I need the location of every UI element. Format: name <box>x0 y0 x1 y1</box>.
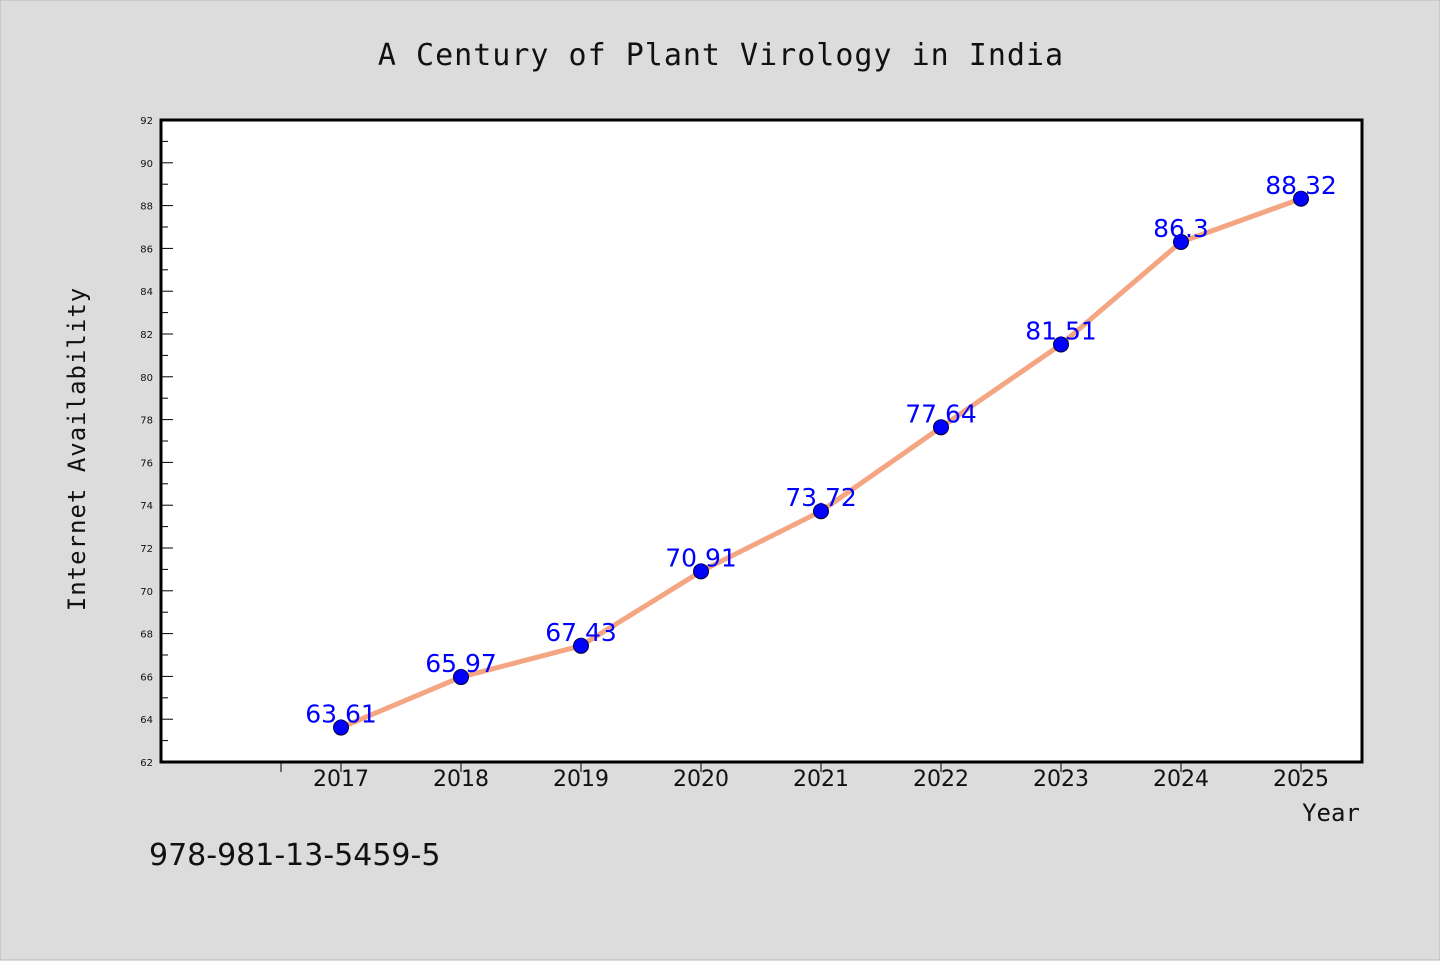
data-point-marker <box>933 419 949 436</box>
y-tick-label: 82 <box>140 330 153 341</box>
y-tick-label: 80 <box>140 373 153 384</box>
data-label: 73.72 <box>785 483 857 512</box>
x-axis-label: Year <box>1302 799 1360 827</box>
x-tick-label: 2022 <box>913 767 969 792</box>
x-tick-label: 2025 <box>1273 767 1329 792</box>
data-label: 81.51 <box>1025 316 1097 345</box>
isbn-text: 978-981-13-5459-5 <box>149 838 440 873</box>
x-tick-label: 2021 <box>793 767 849 792</box>
y-tick-label: 62 <box>140 758 153 769</box>
data-label: 86.3 <box>1153 214 1209 243</box>
x-axis: 2017 2018 2019 2020 2021 2022 2023 2024 2025 <box>280 762 1329 792</box>
data-point-marker <box>333 719 349 736</box>
y-tick-label: 86 <box>140 244 153 255</box>
y-tick-label: 66 <box>140 672 153 683</box>
data-point-marker <box>453 669 469 686</box>
x-tick-label: 2017 <box>313 767 369 792</box>
y-tick-label: 72 <box>140 544 153 555</box>
x-tick-label: 2024 <box>1153 767 1209 792</box>
data-point-marker <box>693 563 709 580</box>
data-point-marker <box>813 503 829 520</box>
y-axis-label: Internet Availability <box>63 287 91 611</box>
data-point-marker <box>1053 336 1069 353</box>
data-point-marker <box>1293 190 1309 207</box>
chart-title: A Century of Plant Virology in India <box>378 38 1064 73</box>
data-point-marker <box>573 637 589 654</box>
data-label: 70.91 <box>665 543 737 572</box>
y-tick-label: 70 <box>140 587 153 598</box>
data-point-marker <box>1173 233 1189 250</box>
data-label: 63.61 <box>305 700 377 729</box>
y-tick-label: 88 <box>140 202 153 213</box>
y-tick-label: 84 <box>140 287 153 298</box>
series-group: 63.61 65.97 67.43 70.91 73.72 77.64 81.51 86.3 8… <box>305 171 1337 736</box>
plot-area <box>159 118 1364 764</box>
y-tick-label: 68 <box>140 630 153 641</box>
y-axis: 62 64 66 68 70 72 74 76 78 80 82 84 86 88 90 92 <box>140 116 173 769</box>
data-label: 77.64 <box>905 399 977 428</box>
data-label: 67.43 <box>545 618 617 647</box>
data-label: 65.97 <box>425 649 497 678</box>
x-tick-label: 2020 <box>673 767 729 792</box>
y-tick-label: 64 <box>140 715 153 726</box>
y-tick-label: 78 <box>140 416 153 427</box>
y-tick-label: 90 <box>140 159 153 170</box>
y-tick-label: 76 <box>140 458 153 469</box>
data-label: 88.32 <box>1265 171 1337 200</box>
x-tick-label: 2019 <box>553 767 609 792</box>
y-tick-label: 74 <box>140 501 153 512</box>
x-tick-label: 2018 <box>433 767 489 792</box>
y-tick-label: 92 <box>140 116 153 127</box>
x-tick-label: 2023 <box>1033 767 1089 792</box>
